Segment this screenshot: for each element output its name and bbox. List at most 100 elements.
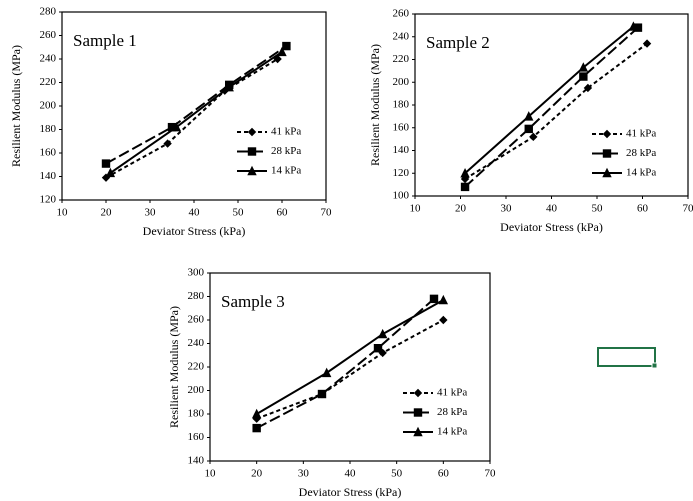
series-line	[256, 319, 444, 420]
y-axis-title: Resilient Modulus (MPa)	[9, 45, 23, 167]
marker	[628, 21, 639, 31]
x-tick-label: 60	[637, 203, 649, 215]
marker	[579, 72, 588, 81]
marker	[460, 168, 470, 178]
marker	[373, 344, 383, 353]
series-line	[464, 42, 648, 180]
y-tick-label: 180	[40, 123, 57, 135]
legend-label: 41 kPa	[626, 128, 656, 140]
marker	[578, 62, 589, 72]
y-tick-label: 260	[188, 314, 205, 326]
chart-title: Sample 1	[73, 31, 137, 50]
marker	[429, 294, 439, 304]
legend-label: 28 kPa	[626, 147, 656, 159]
marker	[529, 132, 538, 142]
y-tick-label: 220	[188, 361, 205, 373]
x-tick-label: 20	[455, 203, 467, 215]
y-tick-label: 200	[40, 100, 57, 112]
series-line	[464, 25, 635, 174]
x-tick-label: 70	[321, 207, 333, 219]
y-tick-label: 180	[393, 99, 410, 111]
y-tick-label: 260	[393, 8, 410, 20]
marker	[524, 111, 534, 121]
x-tick-label: 40	[189, 207, 201, 219]
series-line	[105, 45, 287, 165]
x-axis-title: Deviator Stress (kPa)	[143, 224, 246, 238]
legend-marker	[413, 408, 423, 417]
y-tick-label: 240	[188, 337, 205, 349]
x-tick-label: 40	[546, 203, 558, 215]
legend-marker	[247, 165, 257, 176]
chart-title: Sample 2	[426, 33, 490, 52]
legend-marker	[247, 147, 257, 156]
marker	[167, 122, 177, 132]
legend-marker	[413, 388, 423, 398]
y-tick-label: 280	[188, 290, 205, 302]
y-tick-label: 140	[40, 170, 57, 182]
x-tick-label: 40	[345, 468, 357, 480]
legend-marker	[602, 149, 612, 158]
marker	[105, 167, 116, 178]
y-tick-label: 220	[40, 76, 57, 88]
marker	[642, 39, 652, 48]
x-tick-label: 10	[205, 468, 217, 480]
marker	[633, 23, 643, 32]
y-tick-label: 140	[393, 144, 410, 156]
series-line	[464, 26, 639, 188]
marker	[101, 159, 111, 168]
legend-marker	[247, 127, 257, 137]
x-tick-label: 10	[57, 207, 69, 219]
marker	[317, 389, 327, 399]
y-tick-label: 120	[40, 194, 57, 206]
chart-title: Sample 3	[221, 292, 285, 311]
marker	[251, 408, 262, 419]
legend-label: 41 kPa	[437, 387, 467, 399]
marker	[252, 423, 261, 433]
marker	[224, 82, 234, 92]
legend-label: 14 kPa	[271, 165, 301, 177]
x-axis-title: Deviator Stress (kPa)	[500, 220, 603, 234]
y-tick-label: 180	[188, 408, 205, 420]
y-tick-label: 160	[393, 121, 410, 133]
marker	[321, 367, 332, 378]
y-axis-title: Resilient Modulus (MPa)	[368, 44, 382, 166]
x-tick-label: 30	[298, 468, 310, 480]
x-tick-label: 50	[592, 203, 604, 215]
y-axis-title: Resilient Modulus (MPa)	[167, 306, 181, 428]
x-tick-label: 70	[683, 203, 693, 215]
marker	[460, 182, 470, 192]
y-tick-label: 200	[188, 384, 205, 396]
y-tick-label: 160	[40, 147, 57, 159]
y-tick-label: 220	[393, 53, 410, 65]
marker	[377, 328, 388, 339]
marker	[439, 315, 448, 325]
x-tick-label: 30	[501, 203, 513, 215]
x-tick-label: 70	[485, 468, 497, 480]
marker	[583, 83, 593, 93]
y-tick-label: 260	[40, 29, 57, 41]
y-tick-label: 240	[40, 53, 57, 65]
y-tick-label: 160	[188, 431, 205, 443]
marker	[163, 139, 172, 148]
marker	[524, 124, 533, 134]
legend-label: 28 kPa	[437, 406, 467, 418]
marker	[277, 46, 287, 57]
y-tick-label: 100	[393, 190, 410, 202]
legend-label: 28 kPa	[271, 145, 301, 157]
marker	[438, 294, 449, 305]
legend-label: 41 kPa	[271, 126, 301, 138]
x-tick-label: 20	[251, 468, 263, 480]
legend-label: 14 kPa	[437, 426, 467, 438]
x-tick-label: 10	[410, 203, 422, 215]
fill-handle[interactable]	[651, 362, 658, 369]
legend-marker	[413, 426, 423, 437]
x-tick-label: 50	[233, 207, 245, 219]
series-line	[256, 298, 435, 429]
marker	[171, 121, 182, 132]
cell-selection[interactable]	[597, 347, 656, 367]
series-line	[105, 58, 279, 179]
y-tick-label: 200	[393, 76, 410, 88]
y-tick-label: 300	[188, 267, 205, 279]
